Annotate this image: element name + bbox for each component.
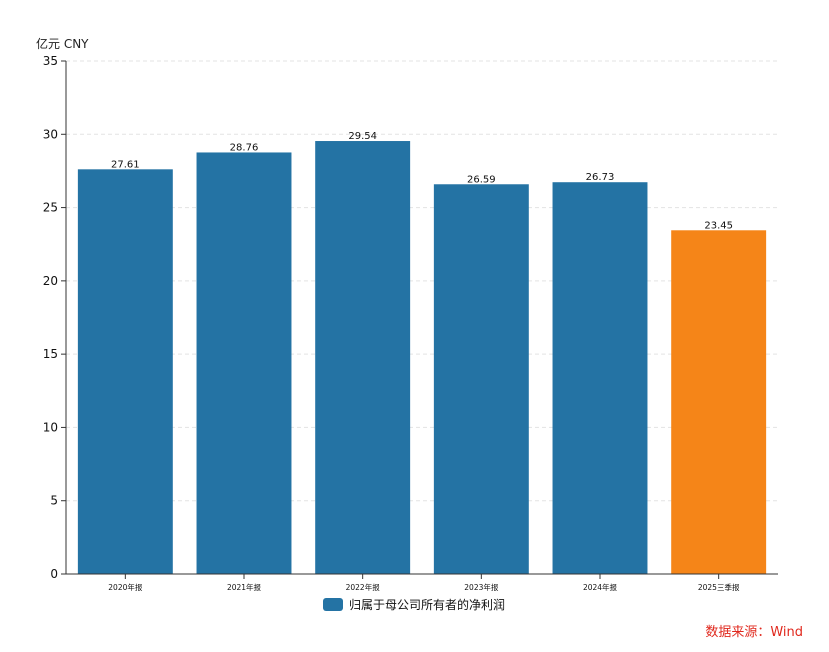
source-note: 数据来源：Wind: [705, 625, 803, 640]
legend-swatch: [323, 598, 343, 611]
x-tick-label: 2023年报: [464, 582, 499, 592]
x-tick-label: 2024年报: [583, 582, 618, 592]
y-tick-label: 25: [43, 201, 58, 215]
data-label: 28.76: [230, 142, 259, 153]
x-axis: 2020年报 2021年报 2022年报 2023年报 2024年报 2025三季报: [66, 573, 778, 592]
data-label: 26.59: [467, 174, 496, 185]
x-tick-label: 2020年报: [108, 582, 143, 592]
y-tick-label: 20: [43, 274, 58, 288]
y-tick-label: 35: [43, 54, 58, 68]
y-tick-label: 15: [43, 347, 58, 361]
y-tick-label: 10: [43, 420, 58, 434]
data-label: 26.73: [586, 172, 615, 183]
bars: [77, 141, 767, 575]
bar: [77, 169, 173, 574]
y-axis: 0 5 10 15 20 25 30 35: [43, 54, 67, 581]
x-tick-label: 2025三季报: [698, 582, 740, 592]
bar: [671, 230, 767, 575]
y-tick-label: 0: [50, 567, 58, 581]
y-tick-label: 5: [50, 494, 58, 508]
bar: [196, 152, 292, 574]
x-tick-label: 2022年报: [346, 582, 381, 592]
y-tick-label: 30: [43, 127, 58, 141]
data-label: 27.61: [111, 159, 140, 170]
x-tick-label: 2021年报: [227, 582, 262, 592]
data-label: 23.45: [704, 220, 733, 231]
legend-label: 归属于母公司所有者的净利润: [349, 597, 505, 612]
bar: [315, 141, 411, 574]
bar: [433, 184, 529, 574]
bar: [552, 182, 648, 574]
legend: 归属于母公司所有者的净利润: [323, 597, 505, 612]
y-unit-label: 亿元 CNY: [36, 37, 89, 51]
data-label: 29.54: [348, 131, 377, 142]
data-labels: 27.61 28.76 29.54 26.59 26.73 23.45: [111, 131, 733, 231]
